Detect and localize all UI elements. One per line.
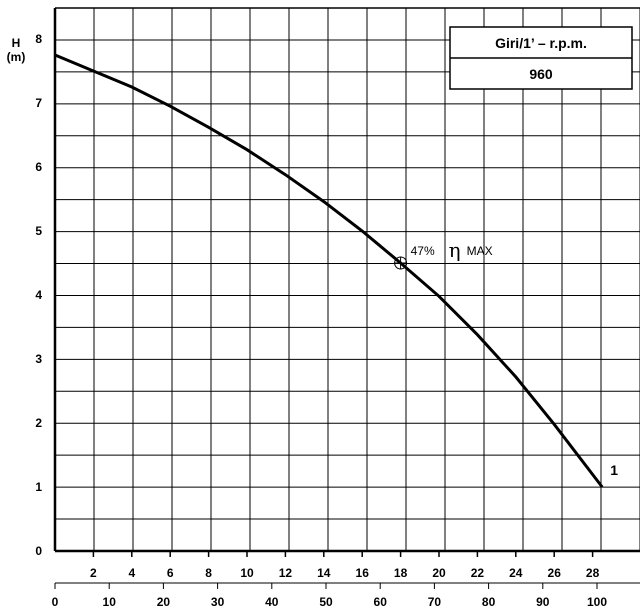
x-primary-tick-labels: 2 4 6 8 10 12 14 16 18 20 22 24 26 28: [55, 551, 640, 584]
x-primary-tick-label: 14: [317, 566, 331, 580]
efficiency-percent: 47%: [411, 244, 435, 258]
legend-header: Giri/1’ – r.p.m.: [495, 35, 587, 51]
x-secondary-tick-label: 20: [157, 595, 171, 609]
x-primary-tick-label: 4: [128, 566, 135, 580]
x-secondary-tick-label: 100: [587, 595, 607, 609]
x-secondary-tick-label: 60: [374, 595, 388, 609]
y-tick-label: 5: [35, 224, 42, 238]
y-tick-label: 4: [35, 288, 42, 302]
x-primary-tick-label: 6: [167, 566, 174, 580]
y-axis-unit: (m): [7, 50, 26, 64]
x-secondary-tick-label: 50: [319, 595, 333, 609]
x-secondary-tick-label: 10: [103, 595, 117, 609]
efficiency-max-label: MAX: [467, 244, 493, 258]
x-primary-tick-label: 26: [548, 566, 562, 580]
y-axis-label: H: [12, 36, 21, 50]
eta-symbol: η: [449, 238, 461, 262]
x-primary-tick-label: 20: [432, 566, 446, 580]
series-label-1: 1: [610, 462, 618, 478]
x-primary-tick-label: 28: [586, 566, 600, 580]
x-secondary-tick-label: 70: [428, 595, 442, 609]
max-efficiency-marker: 47% η MAX: [394, 238, 493, 270]
x-primary-tick-label: 16: [356, 566, 370, 580]
y-tick-label: 7: [35, 96, 42, 110]
y-tick-label: 3: [35, 352, 42, 366]
y-tick-label: 1: [35, 480, 42, 494]
x-primary-tick-label: 24: [509, 566, 523, 580]
x-primary-tick-label: 2: [90, 566, 97, 580]
x-secondary-tick-label: 90: [536, 595, 550, 609]
x-primary-tick-label: 8: [205, 566, 212, 580]
x-secondary-tick-label: 30: [211, 595, 225, 609]
x-primary-tick-label: 18: [394, 566, 408, 580]
rpm-legend-box: Giri/1’ – r.p.m. 960: [449, 26, 633, 90]
x-primary-tick-label: 10: [240, 566, 254, 580]
x-primary-tick-label: 12: [279, 566, 293, 580]
x-secondary-tick-label: 40: [265, 595, 279, 609]
y-tick-labels: 0 1 2 3 4 5 6 7 8: [35, 32, 42, 558]
x-secondary-tick-label: 0: [52, 595, 59, 609]
series-curve-1: [54, 53, 604, 488]
y-tick-label: 2: [35, 416, 42, 430]
x-secondary-tick-label: 80: [482, 595, 496, 609]
y-tick-label: 8: [35, 32, 42, 46]
y-tick-label: 0: [35, 544, 42, 558]
grid: [53, 7, 640, 553]
x-secondary-tick-labels: 0 10 20 30 40 50 60 70 80 90 100: [52, 583, 607, 609]
legend-value: 960: [529, 66, 553, 82]
y-tick-label: 6: [35, 160, 42, 174]
x-primary-tick-label: 22: [471, 566, 485, 580]
